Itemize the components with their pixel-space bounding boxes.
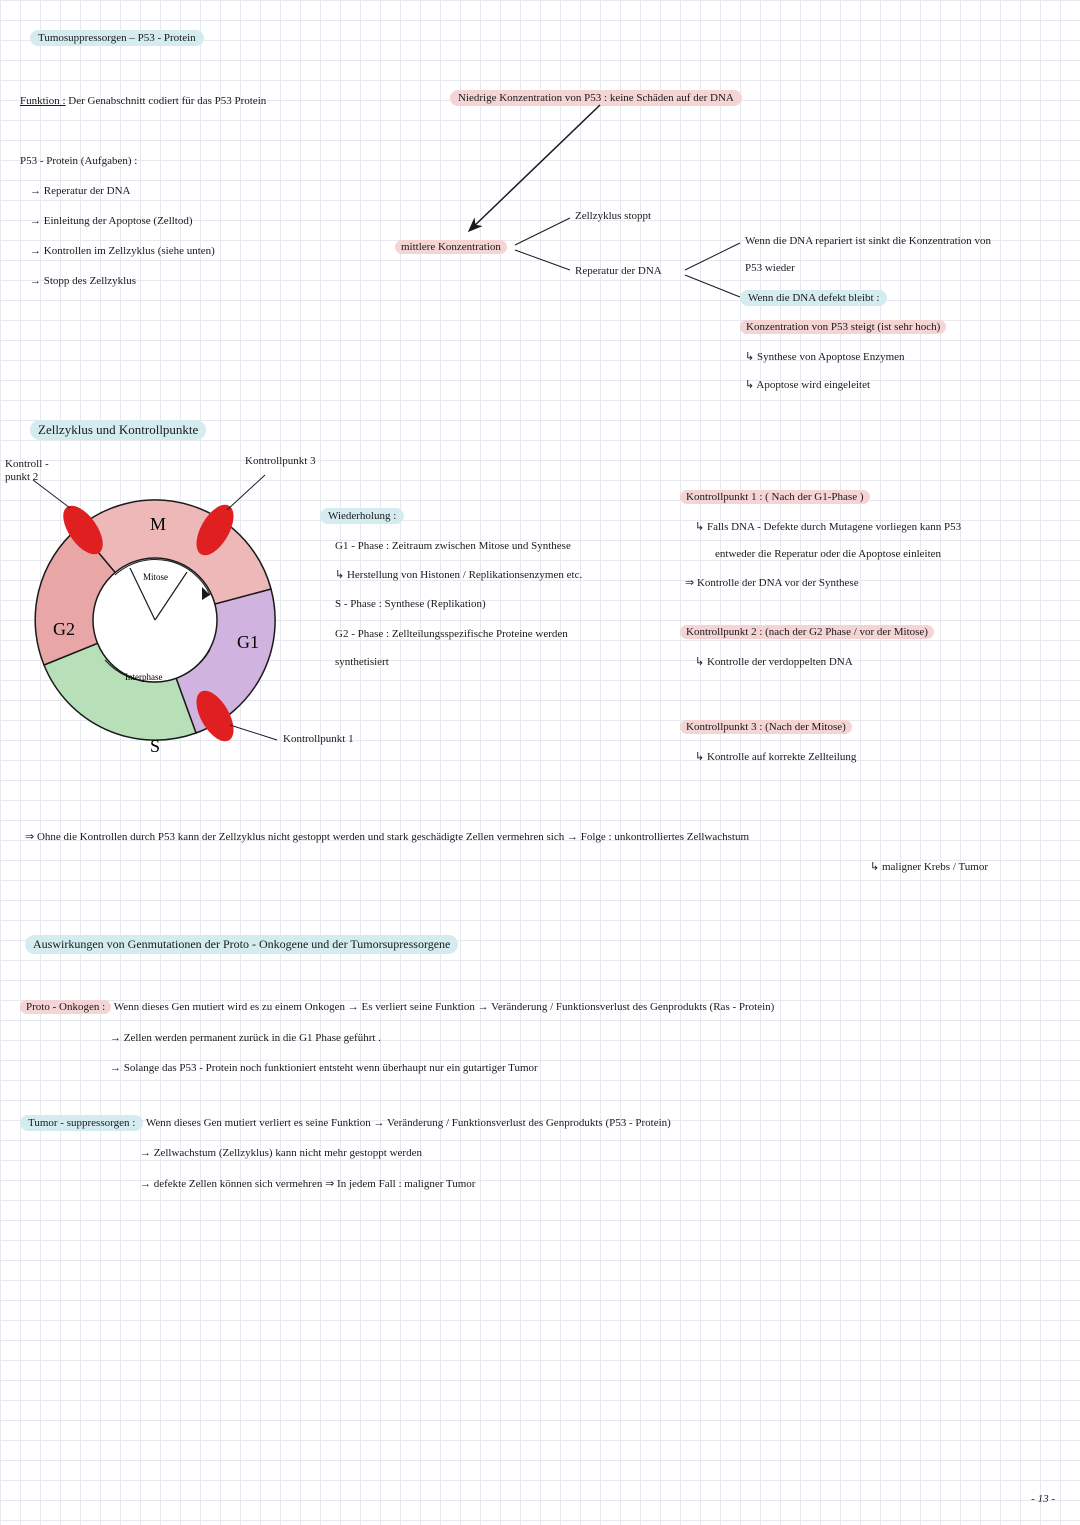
proto-row: Proto - Onkogen : Wenn dieses Gen mutier…: [20, 1000, 774, 1014]
zellzyklus-title: Zellzyklus und Kontrollpunkte: [30, 420, 206, 440]
mittlere-konzentration: mittlere Konzentration: [395, 240, 507, 254]
kp2-title: Kontrollpunkt 2 : (nach der G2 Phase / v…: [680, 625, 934, 639]
tumor-label: Tumor - suppressorgen :: [20, 1115, 143, 1131]
svg-text:S: S: [150, 736, 160, 756]
svg-text:Interphase: Interphase: [125, 672, 162, 682]
ohne-kontrollen-2: maligner Krebs / Tumor: [870, 860, 988, 873]
page-number: - 13 -: [1031, 1493, 1055, 1505]
aufgabe-2: Einleitung der Apoptose (Zelltod): [30, 215, 193, 227]
svg-text:G1: G1: [237, 632, 259, 652]
wied-s: S - Phase : Synthese (Replikation): [335, 598, 486, 610]
konz-steigt: Konzentration von P53 steigt (ist sehr h…: [740, 320, 946, 334]
kp2-label: Kontroll -punkt 2: [5, 458, 65, 484]
ohne-kontrollen-1: Ohne die Kontrollen durch P53 kann der Z…: [25, 830, 749, 843]
kp1-title: Kontrollpunkt 1 : ( Nach der G1-Phase ): [680, 490, 870, 504]
proto-l2: Zellen werden permanent zurück in die G1…: [110, 1032, 381, 1044]
tumor-l2: Zellwachstum (Zellzyklus) kann nicht meh…: [140, 1147, 422, 1159]
funktion-text: Der Genabschnitt codiert für das P53 Pro…: [68, 95, 266, 107]
svg-text:M: M: [150, 514, 166, 534]
svg-text:G2: G2: [53, 619, 75, 639]
kp1-l1: Falls DNA - Defekte durch Mutagene vorli…: [695, 520, 961, 533]
svg-text:Mitose: Mitose: [143, 572, 168, 582]
rep-ok-1: Wenn die DNA repariert ist sinkt die Kon…: [745, 235, 991, 247]
tumor-row: Tumor - suppressorgen : Wenn dieses Gen …: [20, 1115, 671, 1131]
aufgaben-title: P53 - Protein (Aufgaben) :: [20, 155, 137, 167]
funktion-label: Funktion :: [20, 95, 66, 107]
kp1-label: Kontrollpunkt 1: [283, 733, 354, 745]
cell-cycle-diagram: Mitose Interphase M G1 G2 S: [15, 460, 295, 770]
funktion-row: Funktion : Der Genabschnitt codiert für …: [20, 95, 266, 107]
aufgabe-4: Stopp des Zellzyklus: [30, 275, 136, 287]
proto-label: Proto - Onkogen :: [20, 1000, 111, 1014]
branch-reperatur: Reperatur der DNA: [575, 265, 662, 277]
wied-g2a: G2 - Phase : Zellteilungsspezifische Pro…: [335, 628, 568, 640]
wied-g1b: Herstellung von Histonen / Replikationse…: [335, 568, 582, 581]
proto-l3: Solange das P53 - Protein noch funktioni…: [110, 1062, 538, 1074]
kp2-l1: Kontrolle der verdoppelten DNA: [695, 655, 853, 668]
kp3-title: Kontrollpunkt 3 : (Nach der Mitose): [680, 720, 852, 734]
kp1-l2: entweder die Reperatur oder die Apoptose…: [715, 548, 941, 560]
wied-g2b: synthetisiert: [335, 656, 389, 668]
rep-ok-2: P53 wieder: [745, 262, 795, 274]
proto-l1: Wenn dieses Gen mutiert wird es zu einem…: [114, 1001, 775, 1013]
apoptose-eingeleitet: Apoptose wird eingeleitet: [745, 378, 870, 391]
main-title: Tumosuppressorgen – P53 - Protein: [30, 30, 204, 46]
auswirkungen-title: Auswirkungen von Genmutationen der Proto…: [25, 935, 458, 954]
synth-apoptose: Synthese von Apoptose Enzymen: [745, 350, 905, 363]
wiederholung-title: Wiederholung :: [320, 508, 404, 524]
aufgabe-1: Reperatur der DNA: [30, 185, 131, 197]
kp3-l1: Kontrolle auf korrekte Zellteilung: [695, 750, 856, 763]
branch-zellzyklus-stoppt: Zellzyklus stoppt: [575, 210, 651, 222]
aufgabe-3: Kontrollen im Zellzyklus (siehe unten): [30, 245, 215, 257]
tumor-l1: Wenn dieses Gen mutiert verliert es sein…: [146, 1117, 671, 1129]
wied-g1a: G1 - Phase : Zeitraum zwischen Mitose un…: [335, 540, 571, 552]
kp3-label: Kontrollpunkt 3: [245, 455, 316, 467]
tumor-l3: defekte Zellen können sich vermehren ⇒ I…: [140, 1177, 475, 1190]
kp1-l3: Kontrolle der DNA vor der Synthese: [685, 576, 859, 589]
rep-bad: Wenn die DNA defekt bleibt :: [740, 290, 887, 306]
